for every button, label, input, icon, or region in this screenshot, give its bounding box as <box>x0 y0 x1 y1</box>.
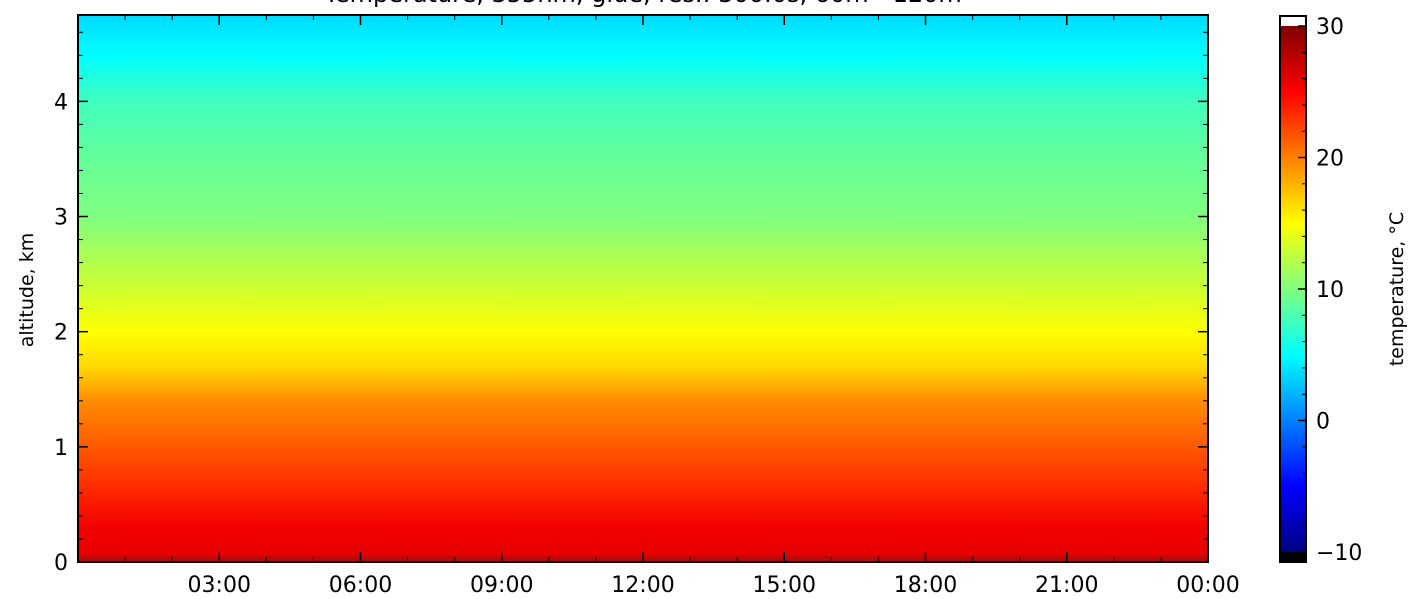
colorbar-tick-label: 30 <box>1316 15 1344 40</box>
y-tick-label: 1 <box>54 436 68 461</box>
colorbar-under-extension <box>1280 552 1306 562</box>
y-tick-label: 4 <box>54 90 68 115</box>
y-tick-label: 0 <box>54 551 68 576</box>
colorbar-tick-label: 10 <box>1316 278 1344 303</box>
colorbar-tick-label: 20 <box>1316 147 1344 172</box>
y-tick-label: 3 <box>54 206 68 231</box>
x-tick-label: 18:00 <box>894 573 957 598</box>
y-axis-label: altitude, km <box>16 233 38 347</box>
chart-title: Temperature, 355nm, glue, res.: 300.0s, … <box>323 0 962 8</box>
colorbar-label: temperature, °C <box>1386 212 1408 366</box>
colorbar-tick-label: −10 <box>1316 541 1362 566</box>
x-tick-label: 00:00 <box>1176 573 1239 598</box>
temperature-field <box>78 15 1208 562</box>
y-tick-label: 2 <box>54 321 68 346</box>
colorbar-over-extension <box>1280 16 1306 26</box>
colorbar-tick-label: 0 <box>1316 410 1330 435</box>
x-tick-label: 09:00 <box>470 573 533 598</box>
colorbar-ticks: −10 0 10 20 30 <box>1298 15 1362 566</box>
x-tick-label: 03:00 <box>188 573 251 598</box>
x-tick-label: 21:00 <box>1035 573 1098 598</box>
x-tick-label: 12:00 <box>611 573 674 598</box>
x-tick-label: 06:00 <box>329 573 392 598</box>
x-tick-label: 15:00 <box>753 573 816 598</box>
x-axis-ticks: 03:00 06:00 09:00 12:00 15:00 18:00 21:00 00:00 <box>124 15 1240 598</box>
y-axis-ticks: 0 1 2 3 4 <box>54 31 1208 576</box>
colorbar: −10 0 10 20 30 <box>1279 15 1362 566</box>
plot-area: 03:00 06:00 09:00 12:00 15:00 18:00 21:00 00:00… <box>54 14 1240 598</box>
